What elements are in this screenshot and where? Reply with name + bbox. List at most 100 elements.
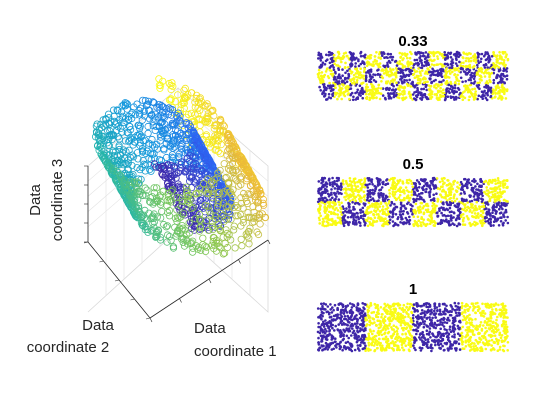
data-point bbox=[93, 129, 101, 137]
data-point bbox=[501, 72, 505, 76]
data-point bbox=[385, 71, 388, 75]
data-point bbox=[354, 195, 358, 199]
data-point bbox=[364, 53, 367, 57]
data-point bbox=[333, 62, 336, 65]
data-point bbox=[253, 228, 261, 236]
data-point bbox=[359, 50, 363, 54]
data-point bbox=[483, 190, 486, 194]
data-point bbox=[452, 195, 456, 198]
data-point bbox=[318, 218, 321, 222]
data-point bbox=[423, 200, 426, 203]
data-point bbox=[369, 54, 373, 57]
data-point bbox=[484, 179, 488, 183]
data-point bbox=[366, 177, 370, 180]
data-point bbox=[477, 188, 481, 192]
panel-title: 0.5 bbox=[403, 156, 424, 173]
data-point bbox=[483, 66, 487, 69]
data-point bbox=[428, 70, 431, 74]
data-point bbox=[492, 78, 496, 82]
data-point bbox=[429, 74, 432, 77]
data-point bbox=[456, 50, 459, 54]
data-point bbox=[435, 211, 439, 215]
data-point bbox=[374, 73, 377, 77]
data-point bbox=[146, 166, 154, 174]
data-point bbox=[334, 192, 338, 195]
data-point bbox=[459, 192, 463, 195]
data-point bbox=[455, 78, 459, 81]
data-point bbox=[409, 68, 412, 72]
data-point bbox=[238, 159, 246, 167]
data-point bbox=[423, 72, 427, 75]
data-point bbox=[164, 231, 172, 239]
data-point bbox=[194, 110, 202, 118]
axis-tick bbox=[238, 259, 241, 264]
data-point bbox=[466, 201, 470, 204]
data-point bbox=[417, 224, 420, 228]
data-point bbox=[409, 209, 413, 213]
data-point bbox=[438, 180, 442, 184]
data-point bbox=[427, 191, 431, 194]
data-point bbox=[474, 185, 477, 188]
data-point bbox=[406, 196, 410, 200]
data-point bbox=[505, 77, 509, 81]
data-point bbox=[355, 81, 359, 84]
data-point bbox=[344, 221, 347, 224]
data-point bbox=[139, 156, 147, 165]
data-point bbox=[461, 188, 464, 191]
data-point bbox=[388, 200, 391, 203]
data-point bbox=[376, 89, 380, 92]
data-point bbox=[412, 215, 416, 218]
data-point bbox=[448, 210, 452, 214]
data-point bbox=[479, 60, 483, 63]
data-point bbox=[365, 83, 369, 86]
data-point bbox=[452, 96, 456, 99]
data-point bbox=[497, 185, 501, 188]
data-point bbox=[153, 213, 161, 221]
data-point bbox=[495, 64, 499, 68]
data-point bbox=[384, 201, 388, 205]
data-point bbox=[214, 169, 222, 177]
data-point bbox=[317, 180, 321, 183]
data-point bbox=[337, 221, 341, 224]
data-point bbox=[381, 194, 385, 198]
data-point bbox=[500, 98, 503, 101]
data-point bbox=[335, 91, 339, 95]
data-point bbox=[463, 223, 467, 226]
data-point bbox=[113, 167, 121, 175]
data-point bbox=[330, 217, 334, 221]
data-point bbox=[436, 63, 440, 66]
data-point bbox=[370, 88, 374, 92]
data-point bbox=[488, 197, 492, 201]
data-point bbox=[381, 217, 384, 220]
data-point bbox=[98, 151, 106, 160]
data-point bbox=[391, 190, 395, 193]
data-point bbox=[441, 214, 445, 217]
data-point bbox=[359, 211, 362, 214]
data-point bbox=[200, 180, 208, 188]
data-point bbox=[212, 146, 220, 154]
data-point bbox=[184, 197, 192, 205]
data-point bbox=[404, 68, 408, 72]
data-point bbox=[208, 218, 216, 226]
data-point bbox=[405, 221, 409, 224]
data-point bbox=[440, 218, 443, 222]
data-point bbox=[321, 80, 325, 84]
data-point bbox=[476, 97, 479, 101]
data-point bbox=[345, 181, 348, 185]
data-point bbox=[472, 82, 476, 85]
data-point bbox=[486, 66, 490, 69]
data-point bbox=[408, 196, 412, 200]
data-point bbox=[423, 57, 427, 61]
data-point bbox=[425, 183, 428, 186]
data-point bbox=[380, 186, 384, 189]
data-point bbox=[400, 80, 404, 83]
data-point bbox=[319, 55, 322, 58]
data-point bbox=[254, 204, 263, 212]
data-point bbox=[344, 71, 347, 75]
data-point bbox=[324, 319, 327, 322]
data-point bbox=[447, 179, 450, 182]
data-point bbox=[393, 196, 397, 200]
data-point bbox=[118, 114, 126, 122]
data-point bbox=[324, 59, 328, 63]
data-point bbox=[417, 62, 421, 66]
